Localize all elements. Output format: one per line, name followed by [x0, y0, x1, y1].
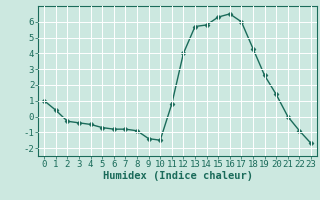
X-axis label: Humidex (Indice chaleur): Humidex (Indice chaleur)	[103, 171, 252, 181]
